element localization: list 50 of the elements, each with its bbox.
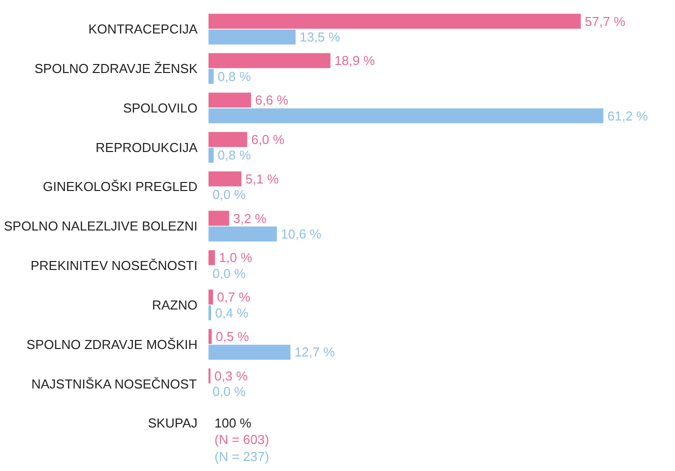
annotation: (N = 603) bbox=[214, 432, 270, 448]
y-tick-label: KONTRACEPCIJA bbox=[88, 22, 198, 37]
y-tick-label: SPOLNO ZDRAVJE ŽENSK bbox=[34, 61, 198, 76]
data-label: 0,5 % bbox=[216, 328, 250, 344]
bar bbox=[208, 226, 277, 242]
bar bbox=[208, 92, 252, 108]
data-label: 0,0 % bbox=[212, 266, 246, 281]
data-label: 61,2 % bbox=[607, 108, 648, 124]
y-tick-label: SKUPAJ bbox=[148, 416, 198, 431]
y-tick-label: SPOLNO ZDRAVJE MOŠKIH bbox=[26, 336, 198, 352]
bar bbox=[208, 68, 214, 84]
bar bbox=[208, 328, 212, 344]
y-tick-label: PREKINITEV NOSEČNOSTI bbox=[30, 258, 198, 274]
data-label: 0,4 % bbox=[215, 305, 249, 320]
data-label: 3,2 % bbox=[233, 210, 267, 226]
data-label: 10,6 % bbox=[280, 226, 322, 242]
bar bbox=[208, 14, 581, 29]
data-label: 18,9 % bbox=[334, 53, 376, 68]
bar bbox=[208, 250, 215, 266]
bar bbox=[208, 305, 212, 320]
data-label: 0,0 % bbox=[212, 187, 246, 202]
data-label: 0,8 % bbox=[218, 68, 252, 84]
y-tick-label: NAJSTNIŠKA NOSEČNOST bbox=[31, 376, 197, 392]
data-label: 1,0 % bbox=[218, 250, 253, 266]
bar bbox=[208, 290, 214, 305]
text: (N = 237) bbox=[214, 448, 270, 464]
data-label: 0,7 % bbox=[217, 290, 251, 305]
bar bbox=[208, 171, 242, 186]
y-tick-label: RAZNO bbox=[152, 297, 198, 312]
data-label: 57,7 % bbox=[584, 14, 626, 29]
data-label: 0,8 % bbox=[218, 148, 252, 163]
bar bbox=[208, 30, 296, 45]
y-tick-label: SPOLOVILO bbox=[123, 100, 198, 116]
data-label: 13,5 % bbox=[300, 30, 341, 45]
bar bbox=[208, 210, 230, 226]
bar bbox=[208, 344, 290, 360]
bar bbox=[208, 108, 604, 124]
data-label: 0,3 % bbox=[214, 368, 248, 384]
data-label: 0,0 % bbox=[212, 384, 246, 400]
data-label: 5,1 % bbox=[245, 171, 280, 186]
data-label: 6,0 % bbox=[251, 132, 285, 147]
bar bbox=[208, 148, 214, 163]
y-tick-label: GINEKOLOŠKI PREGLED bbox=[42, 179, 198, 194]
data-label: 6,6 % bbox=[255, 92, 289, 108]
y-tick-label: SPOLNO NALEZLJIVE BOLEZNI bbox=[4, 218, 198, 234]
y-tick-label: REPRODUKCIJA bbox=[96, 140, 198, 155]
bar bbox=[208, 53, 330, 68]
bar bbox=[208, 132, 248, 147]
annotation: 100 % bbox=[214, 416, 252, 431]
data-label: 12,7 % bbox=[294, 344, 336, 360]
